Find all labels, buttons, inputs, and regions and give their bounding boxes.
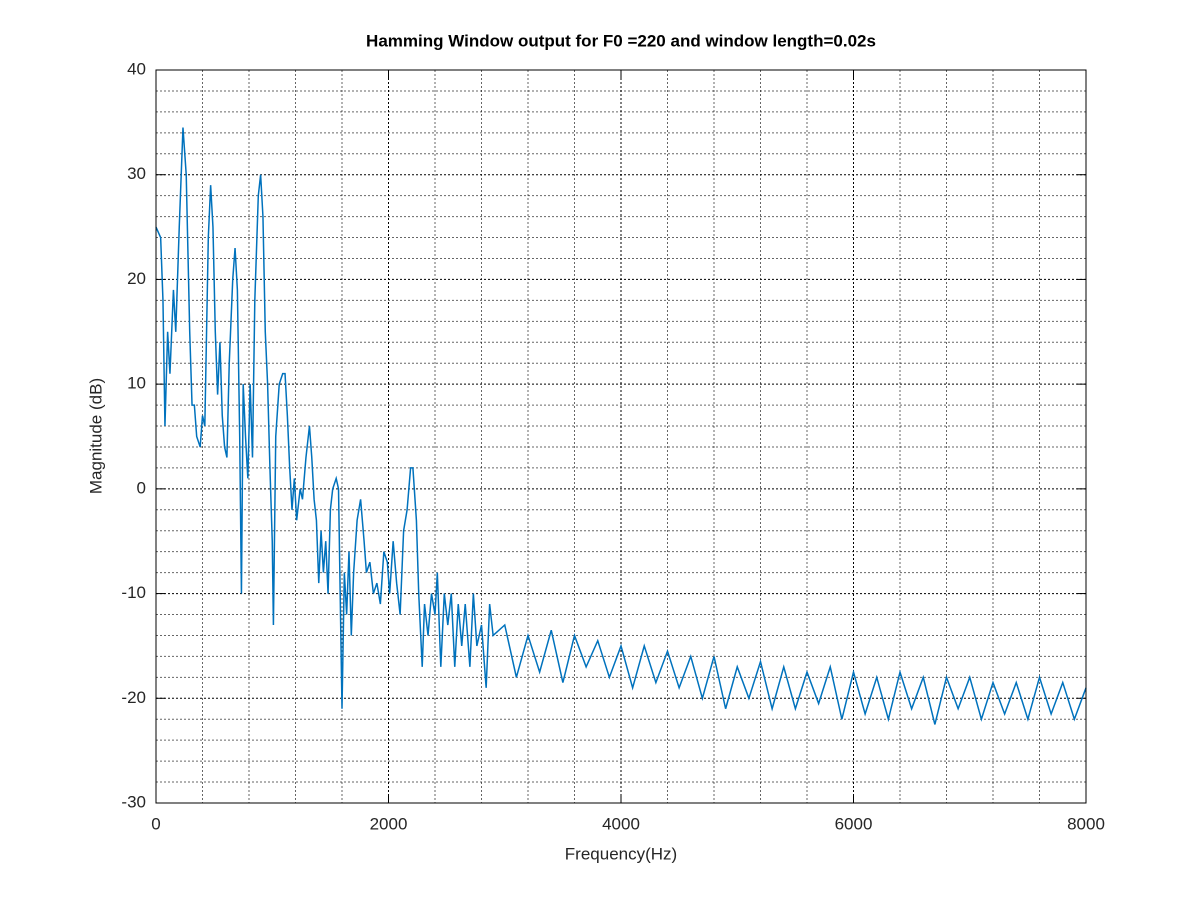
y-tick-label: 20	[127, 269, 146, 288]
y-tick-label: 40	[127, 59, 146, 78]
x-tick-label: 2000	[370, 814, 408, 833]
axes-box	[155, 69, 1087, 804]
y-tick-label: -30	[121, 792, 146, 811]
y-axis-label: Magnitude (dB)	[86, 378, 105, 494]
x-tick-label: 0	[151, 814, 160, 833]
y-tick-label: 0	[137, 478, 146, 497]
x-tick-label: 8000	[1067, 814, 1105, 833]
x-tick-label: 6000	[835, 814, 873, 833]
y-tick-label: -10	[121, 583, 146, 602]
y-tick-label: -20	[121, 688, 146, 707]
y-tick-label: 30	[127, 164, 146, 183]
y-tick-label: 10	[127, 374, 146, 393]
chart-title: Hamming Window output for F0 =220 and wi…	[366, 31, 876, 50]
data-line	[155, 127, 1087, 725]
x-tick-label: 4000	[602, 814, 640, 833]
x-axis-label: Frequency(Hz)	[565, 844, 677, 863]
